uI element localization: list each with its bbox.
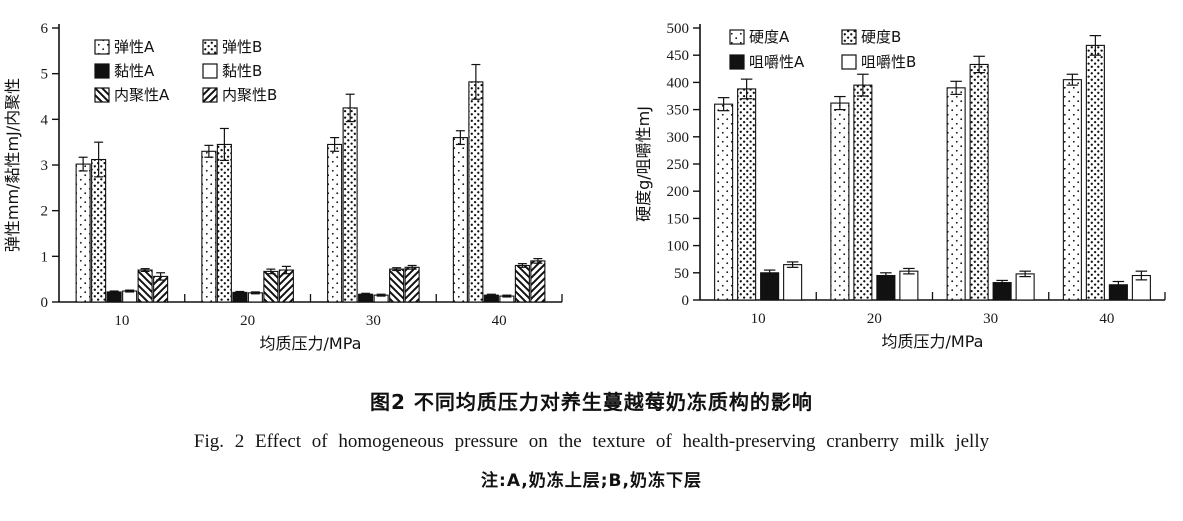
bar [760,272,780,301]
bar [714,103,734,301]
hardness-chewiness-chart: 0 50 100 150 200 250 300 350 400 450 500 10 20 30 40 均质… [634,21,1166,351]
legend-swatch [202,39,218,55]
legend-item: 黏性A [94,62,155,80]
y-tick-label: 50 [674,266,689,282]
y-tick-label: 0 [682,293,690,309]
bar [830,102,850,301]
legend-swatch [729,54,745,70]
legend-item: 弹性A [94,38,155,56]
bar [122,290,138,303]
y-tick-label: 0 [41,295,49,311]
legend-item: 弹性B [202,38,262,56]
bar [452,137,468,303]
y-tick-label: 1 [41,249,49,265]
x-tick-label: 20 [867,311,882,327]
legend-label: 弹性B [222,38,262,56]
bar [75,163,91,303]
y-axis-title: 硬度g/咀嚼性mJ [634,106,653,222]
y-tick-label: 150 [667,211,690,227]
bar [468,81,484,303]
bar [1085,44,1105,301]
x-tick-label: 40 [492,313,507,329]
legend-label: 弹性A [114,38,155,56]
y-tick-label: 300 [667,130,690,146]
legend-swatch [202,63,218,79]
bar [201,150,217,303]
legend-swatch [841,54,857,70]
y-tick-label: 500 [667,21,690,37]
x-tick-label: 30 [983,311,998,327]
bar [91,158,107,303]
x-tick-label: 10 [751,311,766,327]
legend-swatch [94,39,110,55]
legend-label: 内聚性A [114,86,170,104]
bar [899,270,919,301]
bar [1062,79,1082,301]
legend-label: 硬度A [749,28,790,46]
legend-item: 硬度A [729,28,790,46]
bar [342,107,358,303]
y-tick-label: 6 [41,21,49,37]
bar [737,88,757,301]
y-tick-label: 450 [667,48,690,64]
y-tick-label: 100 [667,239,690,255]
x-tick-label: 20 [240,313,255,329]
legend-swatch [841,29,857,45]
y-tick-label: 3 [41,158,49,174]
y-tick-label: 4 [41,112,49,128]
figure-caption: 图2 不同均质压力对养生蔓越莓奶冻质构的影响 Fig. 2 Effect of … [0,386,1183,491]
bar [327,143,343,303]
legend-label: 咀嚼性A [749,53,805,71]
y-tick-label: 250 [667,157,690,173]
y-tick-label: 350 [667,103,690,119]
legend-swatch [729,29,745,45]
legend-swatch [94,63,110,79]
x-axis-title: 均质压力/MPa [882,332,984,351]
bar [853,84,873,301]
y-axis-title: 弹性mm/黏性mJ/内聚性 [3,78,22,252]
bar [530,260,546,303]
bar [278,269,294,303]
legend-item: 硬度B [841,28,901,46]
legend-item: 内聚性B [202,86,277,104]
y-tick-label: 5 [41,67,49,83]
bar [876,274,896,301]
elasticity-viscosity-cohesiveness-chart: 0 1 2 3 4 5 6 10 20 30 40 均质压力/MPa 弹性mm/黏性mJ/内聚性 弹性A 弹… [3,21,563,353]
legend-swatch [202,87,218,103]
legend-item: 黏性B [202,62,262,80]
y-tick-label: 2 [41,204,49,220]
caption-en: Fig. 2 Effect of homogeneous pressure on… [193,431,990,452]
bar [1015,273,1035,301]
x-tick-label: 10 [114,313,129,329]
legend-label: 内聚性B [222,86,277,104]
legend-item: 咀嚼性A [729,53,805,71]
legend-label: 硬度B [861,28,901,46]
bar [263,270,279,303]
y-tick-label: 400 [667,75,690,91]
bar [783,264,803,301]
bar [216,143,232,303]
caption-zh: 图2 不同均质压力对养生蔓越莓奶冻质构的影响 [370,390,813,414]
bar [514,264,530,303]
legend-label: 黏性B [222,62,262,80]
legend-label: 咀嚼性B [861,53,916,71]
bar [137,269,153,303]
legend-swatch [94,87,110,103]
bar [946,87,966,301]
bar [389,268,405,303]
y-tick-label: 200 [667,184,690,200]
x-axis-title: 均质压力/MPa [260,334,362,353]
legend-item: 咀嚼性B [841,53,916,71]
bar [969,63,989,301]
x-tick-label: 40 [1099,311,1114,327]
bar [404,266,420,303]
legend-label: 黏性A [114,62,155,80]
x-tick-label: 30 [366,313,381,329]
caption-note: 注:A,奶冻上层;B,奶冻下层 [481,471,702,491]
legend-item: 内聚性A [94,86,170,104]
